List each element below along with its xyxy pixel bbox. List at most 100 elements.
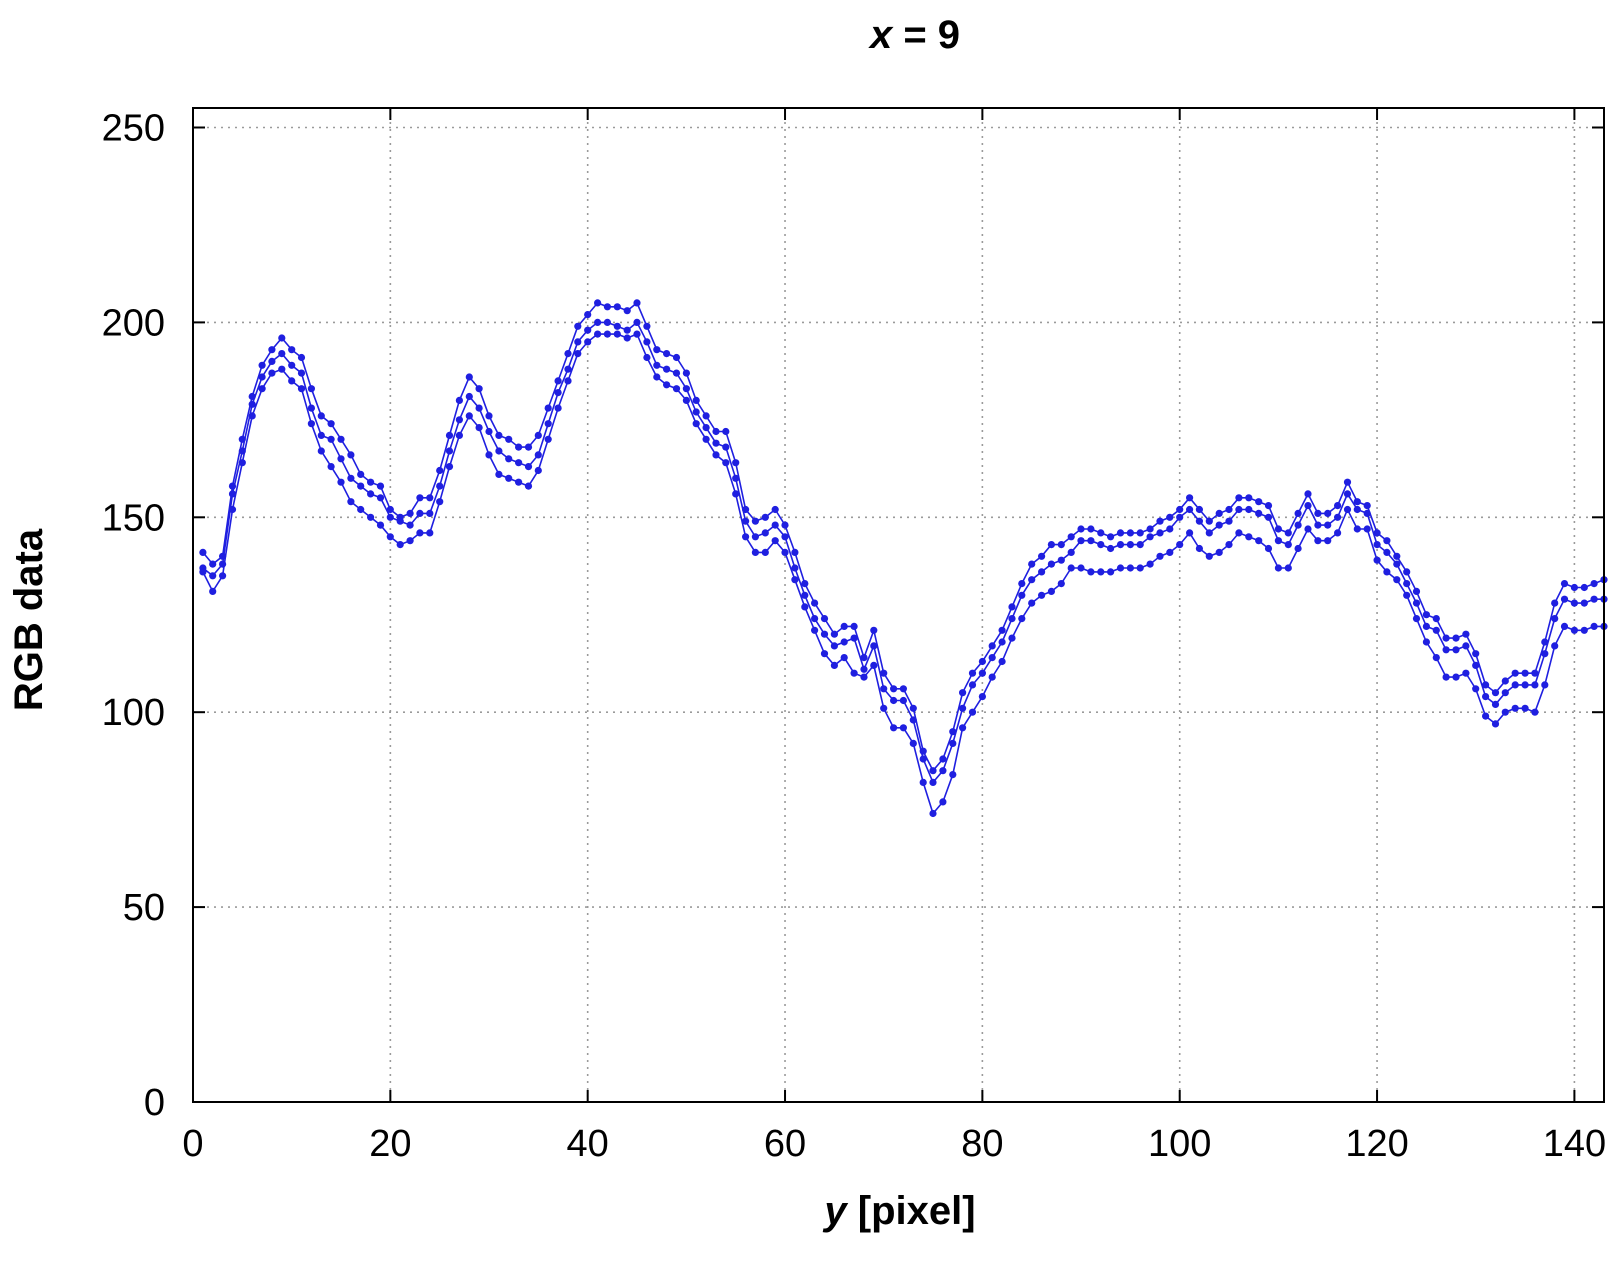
data-point <box>199 548 207 557</box>
data-point <box>426 509 434 517</box>
data-point <box>1491 689 1500 697</box>
data-point <box>830 642 839 650</box>
data-point <box>830 630 839 638</box>
data-point <box>1304 525 1312 533</box>
data-point <box>574 350 582 358</box>
data-point <box>1551 642 1559 650</box>
data-point <box>603 318 612 326</box>
data-point <box>416 494 424 502</box>
data-point <box>1373 541 1381 549</box>
data-point <box>1541 681 1549 689</box>
data-point <box>1343 505 1352 514</box>
data-point <box>1560 595 1569 603</box>
data-point <box>1580 626 1588 634</box>
data-point <box>1156 552 1164 560</box>
data-point <box>1393 560 1401 568</box>
data-point <box>850 622 858 631</box>
data-point <box>278 334 286 342</box>
data-point <box>702 435 710 443</box>
data-point <box>445 463 454 471</box>
data-point <box>455 416 463 424</box>
data-point <box>751 548 760 557</box>
data-point <box>288 377 296 385</box>
data-point <box>1373 556 1381 564</box>
data-point <box>613 303 621 311</box>
data-point <box>327 463 335 471</box>
data-point <box>820 615 829 623</box>
data-point <box>1264 544 1273 553</box>
data-point <box>1205 517 1213 525</box>
data-point <box>1560 622 1569 631</box>
data-point <box>327 435 335 443</box>
data-point <box>712 451 720 459</box>
data-point <box>672 353 681 362</box>
data-point <box>959 724 967 732</box>
data-point <box>929 778 937 787</box>
data-point <box>653 373 661 381</box>
data-point <box>1166 525 1174 533</box>
data-point <box>1521 669 1529 677</box>
data-point <box>1580 583 1588 592</box>
data-point <box>791 576 799 584</box>
data-point <box>751 533 760 541</box>
data-point <box>850 669 858 677</box>
data-point <box>544 435 552 443</box>
data-point <box>445 431 454 439</box>
data-point <box>268 357 276 365</box>
data-point <box>653 361 661 369</box>
data-point <box>357 505 365 514</box>
y-tick-label: 200 <box>102 302 165 344</box>
data-point <box>761 529 769 537</box>
data-point <box>1403 580 1411 588</box>
data-point <box>1225 505 1233 514</box>
data-point <box>1166 513 1174 521</box>
data-point <box>1412 587 1421 596</box>
data-point <box>732 474 740 482</box>
data-point <box>712 427 720 436</box>
data-point <box>998 657 1006 666</box>
data-point <box>1038 568 1046 576</box>
data-point <box>1136 529 1144 537</box>
data-point <box>1521 704 1529 712</box>
data-point <box>633 318 641 326</box>
data-point <box>722 427 730 436</box>
data-point <box>1136 564 1144 572</box>
data-point <box>554 377 562 385</box>
data-point <box>732 490 740 498</box>
data-point <box>426 529 434 537</box>
data-point <box>594 318 602 326</box>
data-point <box>1186 505 1194 514</box>
data-point <box>890 724 898 732</box>
data-point <box>1353 505 1361 514</box>
data-point <box>959 689 967 697</box>
data-point <box>465 412 473 420</box>
data-point <box>643 338 651 346</box>
data-point <box>347 498 355 506</box>
data-point <box>258 361 266 369</box>
data-point <box>465 392 473 401</box>
data-point <box>909 704 917 712</box>
data-point <box>406 509 414 517</box>
data-point <box>643 322 651 330</box>
data-point <box>1551 615 1559 623</box>
data-point <box>1472 650 1480 658</box>
data-point <box>1176 513 1184 521</box>
data-point <box>1334 513 1342 521</box>
data-point <box>515 478 523 486</box>
data-point <box>623 307 631 315</box>
data-point <box>1363 509 1371 517</box>
data-point <box>722 443 730 451</box>
data-point <box>1186 529 1194 537</box>
data-point <box>1541 650 1549 658</box>
data-point <box>880 704 888 712</box>
data-point <box>1294 544 1302 553</box>
data-point <box>801 591 809 599</box>
data-point <box>1314 537 1322 545</box>
data-point <box>1343 478 1352 486</box>
data-point <box>1116 541 1125 549</box>
data-point <box>288 361 296 369</box>
data-point <box>495 431 503 439</box>
data-point <box>909 716 917 724</box>
data-point <box>1324 537 1332 545</box>
data-point <box>1570 626 1578 634</box>
